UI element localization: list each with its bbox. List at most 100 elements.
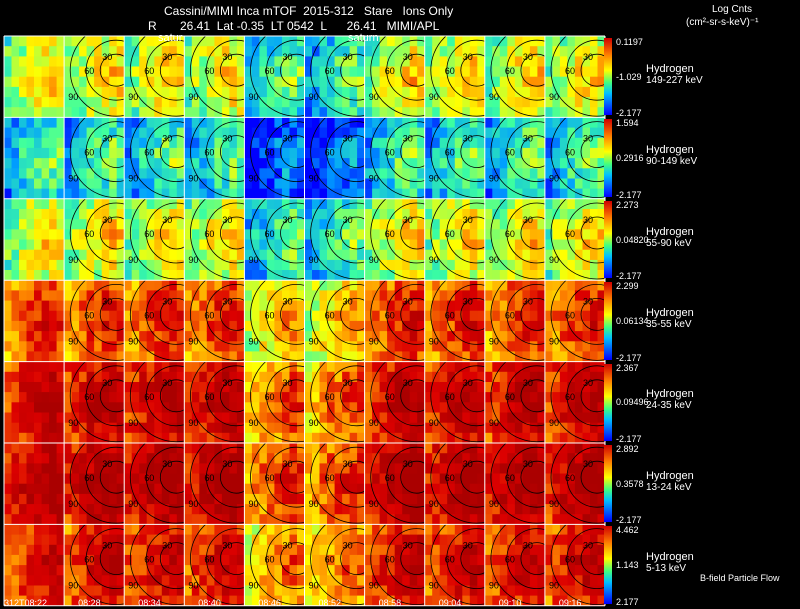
contour-30 (280, 135, 305, 168)
panel-r5-c4: 30 60 90 (244, 443, 305, 525)
colorbar-mid-value: 0.2916 (616, 153, 644, 164)
panel-r2-c9: 30 60 90 (544, 198, 606, 281)
contour-label: 30 (283, 296, 293, 306)
contour-30 (340, 542, 365, 575)
contour-label: 30 (403, 134, 413, 144)
panel-r5-c7: 30 60 90 (424, 443, 485, 525)
contour-60 (506, 528, 545, 589)
contour-60 (206, 365, 245, 427)
colorbar-min-value: -2.177 (616, 108, 642, 119)
time-label: 08:52 (318, 598, 342, 608)
panel-r0-c5: 30 60 90 (304, 36, 365, 118)
contour-label: 60 (385, 148, 395, 158)
contour-label: 30 (343, 378, 353, 388)
contour-60 (266, 121, 305, 182)
species-label: Hydrogen (646, 551, 694, 564)
contour-30 (340, 297, 365, 331)
panel-r5-c0 (4, 443, 65, 525)
contour-label: 60 (505, 473, 515, 483)
contour-30 (400, 379, 425, 413)
contour-label: 90 (249, 581, 259, 591)
contour-90 (370, 198, 425, 280)
contour-30 (99, 379, 125, 413)
contour-label: 60 (204, 310, 214, 320)
panel-r3-c6: 30 60 90 (364, 280, 425, 362)
panel-r3-c4: 30 60 90 (244, 280, 305, 362)
contour-label: 90 (429, 499, 439, 509)
contour-label: 30 (222, 378, 232, 388)
contour-30 (580, 542, 606, 575)
contour-label: 60 (445, 66, 455, 76)
contour-label: 90 (309, 499, 319, 509)
contour-label: 30 (583, 215, 593, 225)
contour-label: 60 (84, 555, 94, 565)
contour-label: 90 (68, 92, 78, 102)
contour-30 (280, 460, 305, 494)
colorbar-6 (604, 526, 612, 604)
contour-label: 30 (343, 52, 353, 62)
panel-r2-c0 (4, 198, 65, 281)
contour-90 (310, 198, 365, 280)
colorbar-min-value: -2.177 (616, 352, 642, 363)
contour-60 (566, 283, 606, 345)
panel-r6-c8: 30 60 90 (484, 524, 545, 606)
contour-30 (580, 379, 606, 413)
contour-label: 90 (369, 255, 379, 265)
contour-60 (446, 121, 485, 182)
contour-90 (490, 117, 545, 198)
panel-r1-c0 (4, 117, 65, 199)
contour-90 (550, 524, 606, 605)
panel-r1-c1: 30 60 90 (64, 117, 125, 199)
panel-r3-c0 (4, 280, 65, 362)
contour-label: 90 (128, 336, 138, 346)
panel-r0-c1: 30 60 90 (64, 36, 125, 118)
contour-30 (159, 297, 185, 331)
contour-60 (145, 121, 185, 182)
time-label: 08:58 (378, 598, 402, 608)
contour-label: 90 (549, 255, 559, 265)
panel-r1-c7: 30 60 90 (424, 117, 485, 199)
contour-label: 90 (309, 336, 319, 346)
panel-r4-c8: 30 60 90 (484, 361, 545, 444)
contour-label: 30 (343, 296, 353, 306)
contour-label: 90 (489, 92, 499, 102)
contour-label: 30 (102, 459, 112, 469)
contour-30 (460, 460, 485, 494)
contour-label: 30 (523, 52, 533, 62)
contour-90 (370, 524, 425, 605)
contour-label: 30 (523, 378, 533, 388)
contour-label: 60 (565, 229, 575, 239)
contour-label: 60 (265, 148, 275, 158)
contour-label: 90 (68, 255, 78, 265)
contour-90 (129, 361, 185, 443)
contour-90 (69, 36, 125, 117)
contour-label: 90 (369, 174, 379, 184)
contour-label: 60 (204, 66, 214, 76)
saturn-label-1: satur (158, 32, 183, 44)
species-label: Hydrogen (646, 62, 694, 75)
energy-range-label: 149-227 keV (646, 74, 703, 86)
contour-30 (520, 379, 545, 413)
contour-label: 60 (325, 148, 335, 158)
legend-title: Log Cnts (712, 4, 753, 15)
panel-r1-c4: 30 60 90 (244, 117, 305, 199)
colorbar-max-value: 2.273 (616, 199, 639, 210)
colorbar-1 (604, 119, 612, 197)
contour-90 (250, 361, 305, 443)
contour-label: 60 (265, 555, 275, 565)
energy-range-label: 5-13 keV (646, 563, 687, 575)
contour-60 (85, 283, 125, 345)
contour-30 (159, 135, 185, 168)
contour-label: 30 (283, 52, 293, 62)
contour-label: 60 (505, 229, 515, 239)
contour-60 (386, 283, 425, 345)
contour-30 (220, 135, 245, 168)
contour-90 (310, 524, 365, 605)
contour-30 (580, 53, 606, 87)
contour-label: 90 (489, 174, 499, 184)
panel-r1-c3: 30 60 90 (184, 117, 245, 199)
contour-30 (220, 297, 245, 331)
contour-90 (69, 524, 125, 605)
contour-label: 60 (445, 229, 455, 239)
contour-label: 60 (325, 473, 335, 483)
